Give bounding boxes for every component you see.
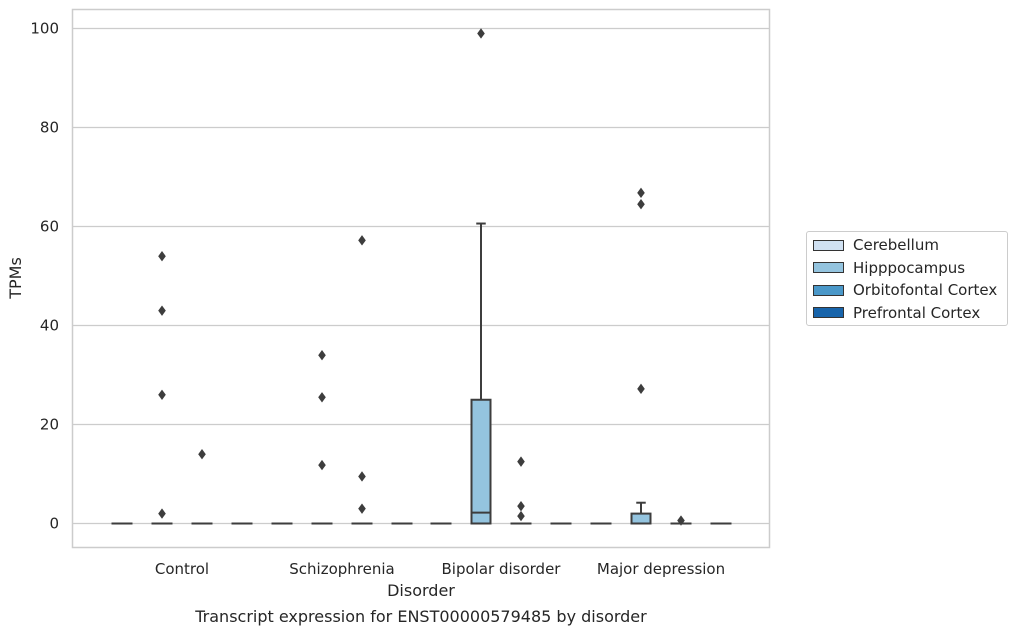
outlier-point	[358, 471, 366, 482]
outlier-point	[677, 515, 685, 526]
y-tick-label: 60	[40, 218, 59, 236]
outlier-point	[517, 510, 525, 522]
box-3-1	[630, 187, 652, 525]
x-tick-label: Schizophrenia	[289, 560, 394, 578]
legend-label: Hipppocampus	[853, 258, 966, 277]
outlier-point	[477, 28, 485, 39]
grid-layer	[72, 27, 770, 525]
plot-frame	[71, 8, 771, 549]
outlier-point	[158, 389, 166, 400]
y-tick-label: 80	[40, 119, 59, 137]
outlier-point	[318, 392, 326, 403]
box-body	[470, 398, 492, 525]
box-1-1	[311, 350, 333, 525]
legend-label: Prefrontal Cortex	[853, 303, 981, 322]
y-tick-label: 0	[49, 515, 59, 533]
outlier-point	[158, 305, 166, 316]
legend-item: Hipppocampus	[813, 258, 965, 278]
legend: Cerebellum Hipppocampus Orbitofontal Corte…	[806, 231, 1008, 326]
y-tick-label: 40	[40, 317, 59, 335]
outlier-point	[318, 459, 326, 471]
outlier-point	[637, 383, 645, 395]
box-2-2	[510, 456, 532, 525]
legend-item: Orbitofontal Cortex	[813, 280, 997, 300]
outlier-point	[158, 251, 166, 262]
x-tick-label: Control	[155, 560, 209, 578]
legend-item: Prefrontal Cortex	[813, 303, 980, 323]
box-layer	[111, 28, 732, 526]
outlier-point	[318, 350, 326, 361]
outlier-point	[517, 500, 525, 512]
y-tick-label: 100	[30, 20, 59, 38]
legend-swatch	[813, 307, 844, 318]
box-3-2	[670, 515, 692, 526]
y-axis-label: TPMs	[6, 257, 25, 300]
chart-caption: Transcript expression for ENST0000057948…	[194, 607, 647, 626]
box-0-1	[151, 251, 173, 525]
box-2-1	[470, 28, 492, 525]
box-body	[630, 512, 652, 525]
outlier-point	[637, 199, 645, 210]
outlier-point	[517, 456, 525, 467]
x-axis-label: Disorder	[387, 581, 455, 600]
outlier-point	[358, 503, 366, 514]
outlier-point	[358, 235, 366, 246]
x-tick-label: Bipolar disorder	[442, 560, 562, 578]
legend-item: Cerebellum	[813, 235, 939, 255]
outlier-point	[198, 449, 206, 460]
tick-layer: 0 20 40 60 80 100 Control Schizophrenia Bipolar …	[30, 20, 725, 579]
x-tick-label: Major depression	[597, 560, 725, 578]
legend-label: Cerebellum	[853, 236, 939, 254]
legend-label: Orbitofontal Cortex	[853, 281, 998, 299]
y-tick-label: 20	[40, 416, 59, 434]
legend-swatch	[813, 239, 844, 251]
legend-swatch	[813, 262, 844, 273]
outlier-point	[158, 508, 166, 519]
outlier-point	[637, 187, 645, 199]
box-0-2	[191, 449, 213, 525]
box-1-2	[351, 235, 373, 525]
legend-swatch	[813, 284, 844, 296]
